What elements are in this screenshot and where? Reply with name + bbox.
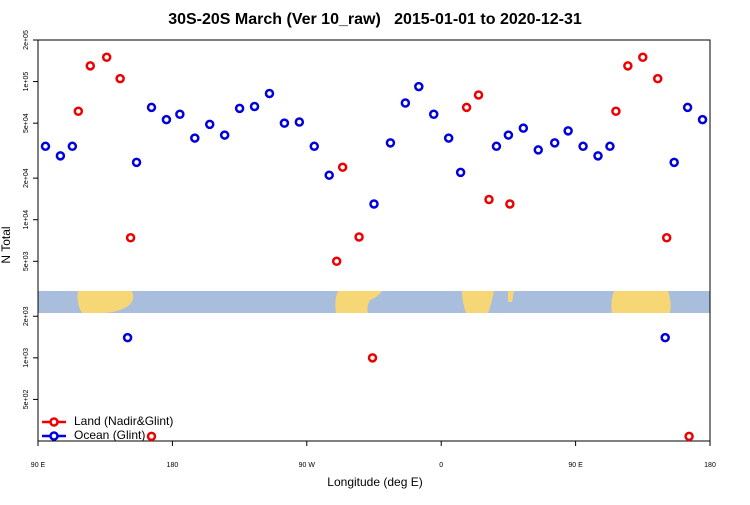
data-point (337, 162, 348, 172)
data-point (234, 103, 245, 114)
data-point (697, 114, 708, 125)
land-shape (462, 291, 494, 313)
y-tick-label: 2e+03 (23, 306, 30, 326)
data-point (146, 431, 157, 442)
data-point (331, 256, 342, 267)
data-point (122, 332, 133, 343)
y-tick-label: 1e+04 (23, 210, 30, 230)
data-point (190, 133, 200, 143)
data-point (385, 138, 396, 148)
data-point (473, 90, 484, 100)
data-point (264, 88, 275, 99)
data-point (623, 61, 633, 71)
x-tick-label: 180 (167, 462, 179, 469)
data-point (125, 233, 136, 243)
data-point (400, 98, 411, 108)
y-axis-label: N Total (0, 226, 13, 263)
data-point (684, 431, 694, 442)
chart-title: 30S-20S March (Ver 10_raw) 2015-01-01 to… (168, 11, 582, 28)
data-point (367, 353, 378, 363)
data-point (518, 123, 529, 133)
data-point (354, 232, 364, 242)
x-tick-label: 0 (439, 462, 443, 469)
land-shape (335, 291, 382, 313)
data-point (85, 61, 96, 71)
legend-marker (49, 417, 59, 427)
data-point (369, 199, 379, 209)
data-point (549, 138, 560, 148)
data-point (461, 102, 472, 113)
x-tick-label: 90 E (31, 462, 46, 469)
data-point (563, 126, 573, 136)
data-point (578, 141, 588, 152)
y-tick-label: 2e+05 (23, 30, 30, 50)
data-point (491, 141, 502, 152)
y-tick-label: 1e+03 (23, 348, 30, 368)
legend-label: Ocean (Glint) (74, 428, 145, 442)
y-tick-label: 5e+03 (23, 251, 30, 271)
data-point (219, 130, 230, 140)
data-point (175, 109, 185, 120)
data-point (428, 109, 439, 120)
y-tick-label: 2e+04 (23, 168, 30, 188)
data-point (55, 151, 66, 161)
y-tick-label: 5e+04 (23, 113, 30, 133)
data-point (204, 119, 215, 130)
data-point (279, 118, 290, 128)
data-point (682, 102, 693, 113)
legend-marker (49, 431, 59, 441)
data-point (660, 332, 670, 343)
data-point (652, 73, 663, 84)
data-point (40, 141, 51, 152)
data-point (67, 141, 78, 152)
data-point (669, 157, 679, 168)
data-point (611, 106, 621, 116)
data-point (638, 52, 648, 63)
plot-frame (37, 39, 711, 442)
data-point (324, 170, 334, 180)
data-point (73, 106, 84, 116)
y-tick-label: 5e+02 (23, 389, 30, 409)
data-point (503, 130, 514, 140)
x-tick-label: 90 W (299, 462, 316, 469)
data-point (593, 151, 603, 161)
legend-label: Land (Nadir&Glint) (74, 414, 173, 428)
land-shape (611, 291, 671, 313)
data-point (661, 233, 672, 243)
data-point (131, 157, 142, 168)
x-axis-label: Longitude (deg E) (327, 475, 422, 489)
data-point (455, 167, 466, 178)
ocean-strip (38, 291, 710, 313)
data-point (161, 114, 172, 125)
data-point (505, 199, 515, 209)
data-point (309, 141, 320, 152)
x-tick-label: 180 (704, 462, 716, 469)
land-shape (77, 291, 134, 313)
map-strip (38, 291, 710, 313)
data-point (414, 81, 424, 92)
data-point (294, 117, 305, 127)
data-point (146, 102, 157, 113)
data-point (101, 52, 112, 63)
data-point (115, 73, 125, 84)
land-shape (508, 291, 514, 302)
data-point (484, 194, 494, 205)
data-point (605, 141, 615, 152)
data-point (249, 101, 260, 112)
data-point (533, 145, 544, 155)
y-tick-label: 1e+05 (23, 72, 30, 92)
x-tick-label: 90 E (568, 462, 583, 469)
data-point (443, 133, 454, 143)
